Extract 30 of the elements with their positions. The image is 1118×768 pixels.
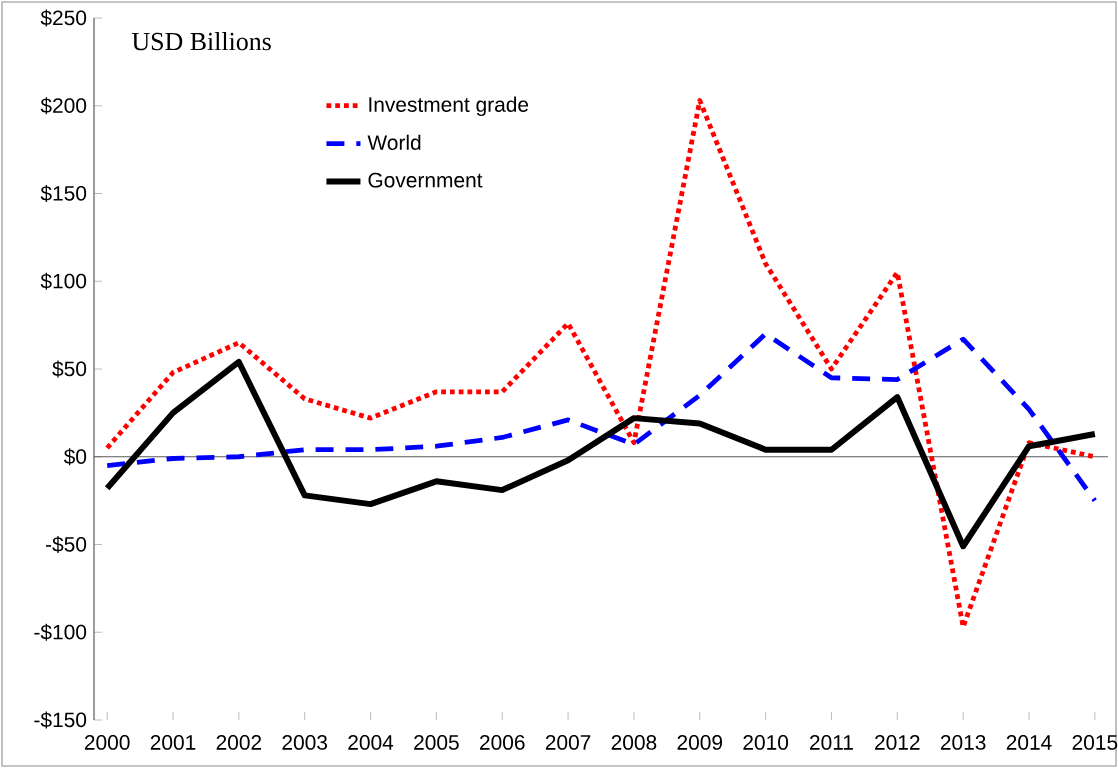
y-tick-label: $50	[52, 360, 87, 378]
y-axis-title: USD Billions	[131, 32, 271, 51]
x-tick-label: 2003	[282, 735, 328, 750]
x-tick-label: 2002	[216, 735, 262, 750]
y-tick-label: $100	[40, 272, 87, 290]
y-tick-label: $0	[63, 448, 87, 466]
legend-label: Government	[368, 172, 483, 188]
x-tick-label: 2004	[348, 735, 394, 750]
x-tick-label: 2001	[150, 735, 196, 750]
x-tick-label: 2015	[1072, 735, 1118, 750]
line-series	[104, 331, 1098, 504]
x-tick-label: 2013	[940, 735, 986, 750]
y-tick-label: $150	[40, 185, 87, 202]
y-tick-label: -$50	[46, 536, 87, 553]
y-tick-label: $200	[40, 97, 87, 115]
x-tick-label: 2011	[810, 735, 853, 750]
x-tick-label: 2012	[875, 735, 920, 750]
x-tick-label: 2007	[545, 735, 591, 750]
x-tick-label: 2009	[677, 735, 723, 750]
y-tick-label: -$150	[34, 711, 87, 729]
x-tick-label: 2010	[743, 735, 789, 750]
legend-label: Investment grade	[369, 96, 529, 117]
y-tick-label: $250	[40, 9, 87, 27]
x-tick-label: 2008	[611, 735, 657, 750]
y-tick-label: -$100	[34, 623, 87, 641]
x-tick-label: 2014	[1006, 735, 1052, 750]
legend-label: World	[367, 134, 421, 151]
x-tick-label: 2006	[480, 735, 525, 750]
x-tick-label: 2005	[414, 735, 459, 750]
x-tick-label: 2000	[84, 735, 130, 750]
